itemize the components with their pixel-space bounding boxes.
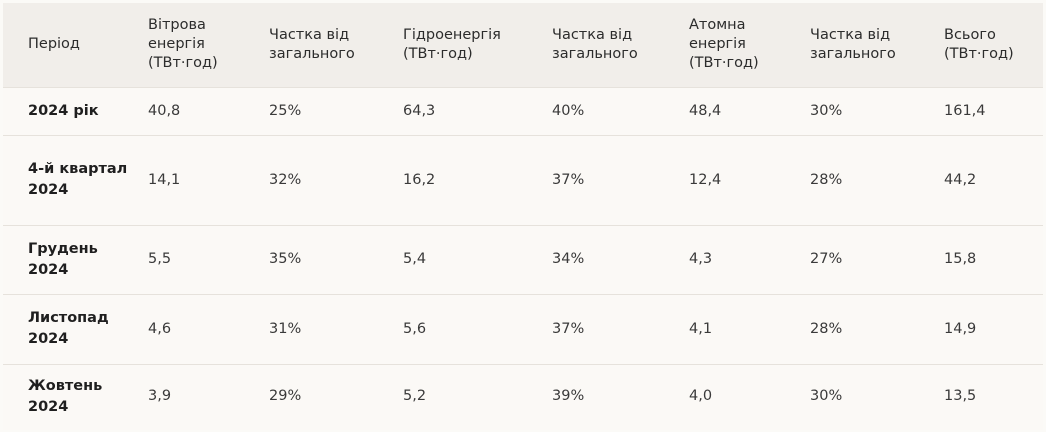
cell-nuclear: 12,4: [689, 134, 810, 225]
cell-wind-share: 32%: [269, 134, 403, 225]
energy-table: Період Вітрова енергія (ТВт·год) Частка …: [3, 3, 1043, 429]
cell-period: 4-й квартал 2024: [3, 134, 148, 225]
cell-hydro: 5,6: [403, 293, 552, 364]
table-row: 2024 рік 40,8 25% 64,3 40% 48,4 30% 161,…: [3, 86, 1043, 135]
table-row: 4-й квартал 2024 14,1 32% 16,2 37% 12,4 …: [3, 134, 1043, 225]
header-period: Період: [28, 36, 80, 53]
cell-total: 13,5: [944, 363, 1043, 429]
cell-total: 14,9: [944, 293, 1043, 364]
table-row: Листопад 2024 4,6 31% 5,6 37% 4,1 28% 14…: [3, 293, 1043, 364]
cell-nuclear-share: 28%: [810, 134, 944, 225]
header-nuclear-share: Частка від загального: [810, 26, 896, 62]
cell-wind: 14,1: [148, 134, 269, 225]
cell-period: Жовтень 2024: [3, 363, 148, 429]
cell-wind-share: 31%: [269, 293, 403, 364]
cell-nuclear: 48,4: [689, 86, 810, 135]
cell-total: 161,4: [944, 86, 1043, 135]
cell-wind-share: 35%: [269, 224, 403, 294]
cell-wind: 3,9: [148, 363, 269, 429]
cell-wind: 40,8: [148, 86, 269, 135]
table-row: Жовтень 2024 3,9 29% 5,2 39% 4,0 30% 13,…: [3, 363, 1043, 429]
cell-nuclear: 4,3: [689, 224, 810, 294]
header-total: Всього (ТВт·год): [944, 26, 1014, 62]
table-row: Грудень 2024 5,5 35% 5,4 34% 4,3 27% 15,…: [3, 224, 1043, 294]
table-header-row: Період Вітрова енергія (ТВт·год) Частка …: [3, 3, 1043, 87]
header-hydro: Гідроенергія (ТВт·год): [403, 26, 501, 62]
cell-nuclear-share: 27%: [810, 224, 944, 294]
header-hydro-share: Частка від загального: [552, 26, 638, 62]
header-nuclear: Атомна енергія (ТВт·год): [689, 17, 759, 72]
cell-hydro-share: 40%: [552, 86, 689, 135]
energy-table-container: Період Вітрова енергія (ТВт·год) Частка …: [3, 3, 1043, 430]
header-wind-share: Частка від загального: [269, 26, 355, 62]
cell-hydro-share: 37%: [552, 134, 689, 225]
cell-period: Грудень 2024: [3, 224, 148, 294]
cell-hydro-share: 37%: [552, 293, 689, 364]
cell-nuclear: 4,0: [689, 363, 810, 429]
cell-hydro-share: 34%: [552, 224, 689, 294]
cell-hydro: 5,2: [403, 363, 552, 429]
cell-period: Листопад 2024: [3, 293, 148, 364]
cell-hydro: 5,4: [403, 224, 552, 294]
cell-hydro: 64,3: [403, 86, 552, 135]
cell-nuclear-share: 30%: [810, 86, 944, 135]
cell-nuclear-share: 30%: [810, 363, 944, 429]
cell-hydro: 16,2: [403, 134, 552, 225]
cell-period: 2024 рік: [3, 86, 148, 135]
cell-nuclear: 4,1: [689, 293, 810, 364]
header-wind: Вітрова енергія (ТВт·год): [148, 17, 218, 72]
cell-wind: 5,5: [148, 224, 269, 294]
cell-wind: 4,6: [148, 293, 269, 364]
cell-total: 15,8: [944, 224, 1043, 294]
cell-total: 44,2: [944, 134, 1043, 225]
cell-hydro-share: 39%: [552, 363, 689, 429]
cell-wind-share: 25%: [269, 86, 403, 135]
cell-wind-share: 29%: [269, 363, 403, 429]
cell-nuclear-share: 28%: [810, 293, 944, 364]
